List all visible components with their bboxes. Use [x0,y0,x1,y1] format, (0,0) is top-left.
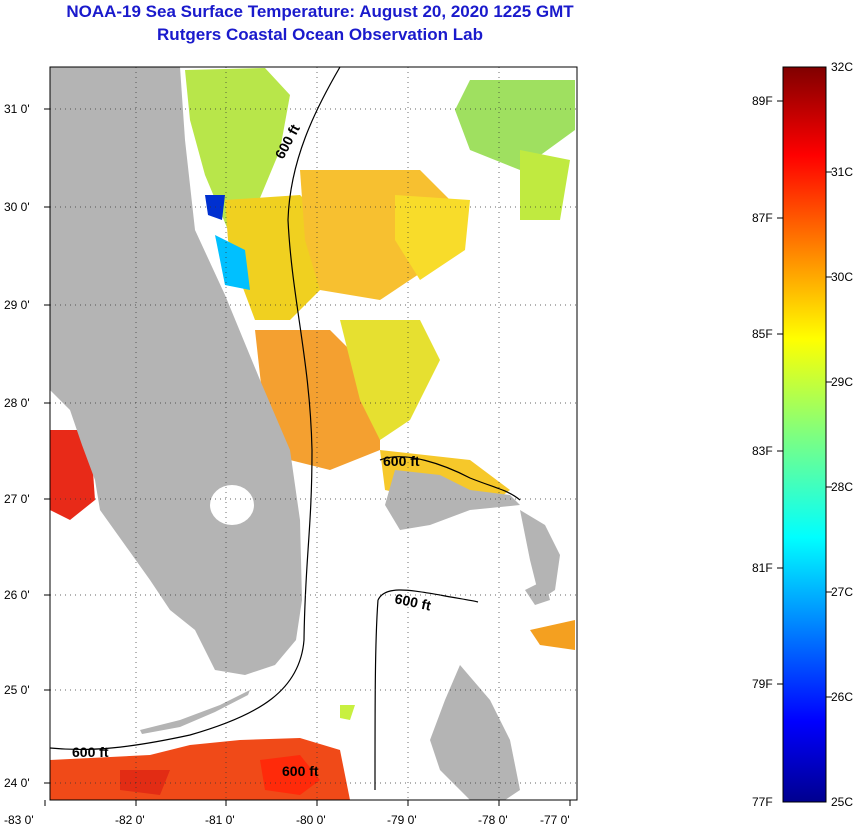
lake-okeechobee [210,485,254,525]
celsius-label-30: 30C [831,270,853,284]
contour-label-straits: 600 ft [393,590,432,613]
celsius-label-29: 29C [831,375,853,389]
sst-patches [50,68,575,800]
lat-label-26: 26 0' [4,588,30,602]
fahrenheit-label-83: 83F [752,444,773,458]
lon-label-82: -82 0' [115,813,145,827]
celsius-label-27: 27C [831,585,853,599]
map-title: NOAA-19 Sea Surface Temperature: August … [66,2,574,21]
lon-label-83: -83 0' [4,813,34,827]
map-frame-border [49,66,578,801]
longitude-labels: -83 0' -82 0' -81 0' -80 0' -79 0' -78 0… [4,813,570,827]
celsius-label-26: 26C [831,690,853,704]
lat-label-29: 29 0' [4,298,30,312]
map-subtitle: Rutgers Coastal Ocean Observation Lab [157,25,483,44]
lat-label-30: 30 0' [4,200,30,214]
fahrenheit-label-81: 81F [752,561,773,575]
cuba-island [430,665,520,800]
andros-island [525,580,550,605]
lon-label-80: -80 0' [296,813,326,827]
lat-label-28: 28 0' [4,396,30,410]
abaco-island [520,510,560,600]
axis-ticks [44,108,571,806]
celsius-label-28: 28C [831,480,853,494]
lat-label-24: 24 0' [4,776,30,790]
contour-label-keys: 600 ft [72,744,109,760]
grand-bahama [385,470,520,530]
land-masses [50,67,560,800]
colorbar-celsius-labels: 32C 31C 30C 29C 28C 27C 26C 25C [831,60,853,809]
lon-label-79: -79 0' [387,813,417,827]
latitude-labels: 31 0' 30 0' 29 0' 28 0' 27 0' 26 0' 25 0… [4,102,30,790]
fahrenheit-label-85: 85F [752,327,773,341]
colorbar-gradient [782,66,827,803]
celsius-label-31: 31C [831,165,853,179]
colorbar-ticks [777,100,832,698]
lat-label-27: 27 0' [4,492,30,506]
lon-label-81: -81 0' [205,813,235,827]
graticule [50,67,577,800]
lat-label-25: 25 0' [4,683,30,697]
fahrenheit-label-87: 87F [752,211,773,225]
fahrenheit-label-77: 77F [752,795,773,809]
lon-label-78: -78 0' [478,813,508,827]
lon-label-77: -77 0' [540,813,570,827]
colorbar-fahrenheit-labels: 89F 87F 85F 83F 81F 79F 77F [752,94,773,809]
celsius-label-32: 32C [831,60,853,74]
contour-label-south: 600 ft [282,763,319,779]
fahrenheit-label-79: 79F [752,677,773,691]
contour-lines [50,67,521,791]
fahrenheit-label-89: 89F [752,94,773,108]
celsius-label-25: 25C [831,795,853,809]
contour-label-bahama: 600 ft [383,453,420,469]
lat-label-31: 31 0' [4,102,30,116]
florida-keys [140,690,250,734]
